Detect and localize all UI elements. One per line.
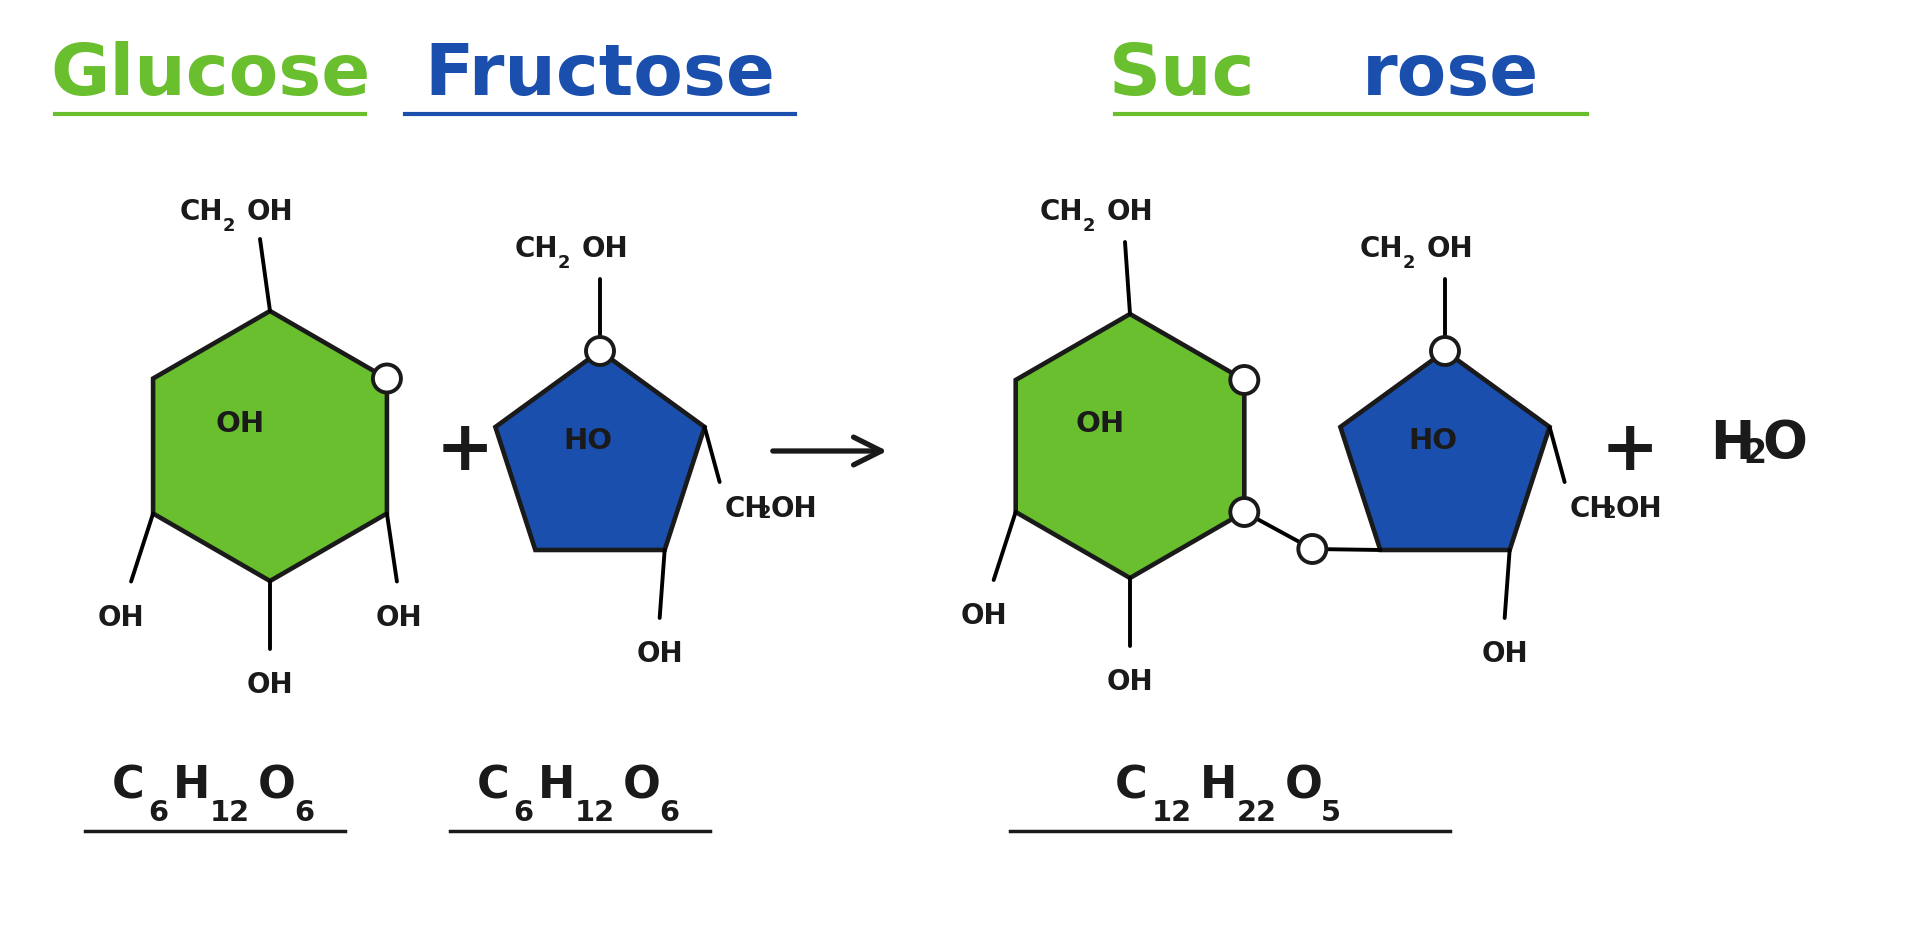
Text: O: O — [1763, 418, 1807, 470]
Text: 2: 2 — [1743, 437, 1766, 470]
Text: H: H — [1200, 765, 1236, 807]
Text: +: + — [1601, 418, 1659, 484]
Text: CH: CH — [1359, 235, 1404, 263]
Circle shape — [1231, 366, 1258, 394]
Text: HO: HO — [1409, 427, 1457, 455]
Text: CH: CH — [724, 495, 768, 523]
Polygon shape — [154, 311, 388, 581]
Text: 6: 6 — [148, 799, 169, 827]
Text: O: O — [257, 765, 296, 807]
Text: Glucose: Glucose — [50, 42, 371, 110]
Text: OH: OH — [376, 604, 422, 632]
Text: OH: OH — [1482, 640, 1528, 668]
Text: O: O — [1284, 765, 1323, 807]
Text: 2: 2 — [223, 217, 236, 235]
Text: H: H — [538, 765, 574, 807]
Text: OH: OH — [1108, 198, 1154, 226]
Circle shape — [1231, 498, 1258, 526]
Text: rose: rose — [1361, 42, 1540, 110]
Text: OH: OH — [582, 235, 628, 263]
Text: C: C — [111, 765, 144, 807]
Text: OH: OH — [1106, 668, 1154, 696]
Text: 6: 6 — [515, 799, 534, 827]
Text: Fructose: Fructose — [424, 42, 776, 110]
Text: H: H — [173, 765, 209, 807]
Text: 6: 6 — [659, 799, 680, 827]
Text: C: C — [476, 765, 509, 807]
Circle shape — [586, 337, 614, 365]
Text: OH: OH — [215, 410, 265, 438]
Text: OH: OH — [1075, 410, 1125, 438]
Text: CH: CH — [1039, 198, 1083, 226]
Text: +: + — [436, 418, 493, 484]
Polygon shape — [1016, 314, 1244, 578]
Text: OH: OH — [98, 604, 144, 632]
Text: 5: 5 — [1321, 799, 1342, 827]
Text: OH: OH — [246, 671, 294, 699]
Text: CH: CH — [515, 235, 559, 263]
Text: 12: 12 — [209, 799, 250, 827]
Circle shape — [1430, 337, 1459, 365]
Text: 22: 22 — [1236, 799, 1277, 827]
Text: OH: OH — [1427, 235, 1475, 263]
Text: OH: OH — [636, 640, 684, 668]
FancyArrowPatch shape — [772, 437, 881, 465]
Text: 2: 2 — [1083, 217, 1096, 235]
Text: OH: OH — [770, 495, 818, 523]
Text: C: C — [1116, 765, 1148, 807]
Text: 2: 2 — [559, 254, 570, 272]
Text: Suc: Suc — [1108, 42, 1256, 110]
Circle shape — [372, 365, 401, 393]
Polygon shape — [1340, 351, 1549, 550]
Text: CH: CH — [1571, 495, 1613, 523]
Text: H: H — [1711, 418, 1755, 470]
Text: 2: 2 — [758, 504, 772, 522]
Text: 12: 12 — [1152, 799, 1192, 827]
Text: 2: 2 — [1404, 254, 1415, 272]
Text: OH: OH — [960, 602, 1006, 630]
Text: O: O — [622, 765, 660, 807]
Circle shape — [1298, 535, 1327, 563]
Text: CH: CH — [179, 198, 223, 226]
Text: OH: OH — [248, 198, 294, 226]
Polygon shape — [495, 351, 705, 550]
Text: 12: 12 — [574, 799, 614, 827]
Text: 6: 6 — [294, 799, 315, 827]
Text: HO: HO — [563, 427, 612, 455]
Text: OH: OH — [1615, 495, 1663, 523]
Text: 2: 2 — [1603, 504, 1617, 522]
